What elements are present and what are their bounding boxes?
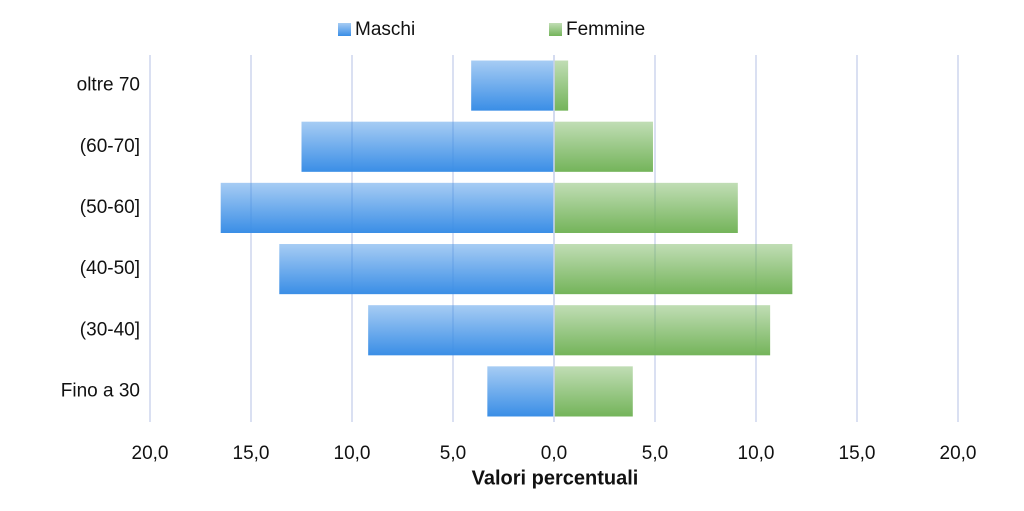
bar: [220, 182, 554, 233]
x-tick-label: 5,0: [642, 443, 668, 464]
x-tick-label: 15,0: [233, 443, 270, 464]
y-tick-label: (30-40]: [80, 319, 140, 340]
legend-label: Femmine: [566, 19, 645, 40]
bar: [368, 305, 554, 356]
bar: [554, 305, 771, 356]
x-tick-label: 20,0: [132, 443, 169, 464]
x-tick-label: 15,0: [839, 443, 876, 464]
legend-swatch: [338, 23, 351, 36]
x-tick-label: 5,0: [440, 443, 466, 464]
x-tick-label: 20,0: [940, 443, 977, 464]
bar: [301, 121, 554, 172]
bar: [554, 60, 569, 111]
x-tick-label: 10,0: [334, 443, 371, 464]
bar: [554, 121, 653, 172]
y-tick-label: (60-70]: [80, 136, 140, 157]
x-tick-label: 10,0: [738, 443, 775, 464]
bar: [554, 182, 738, 233]
y-tick-label: Fino a 30: [61, 380, 140, 401]
legend-label: Maschi: [355, 19, 415, 40]
bar: [554, 366, 633, 417]
x-tick-label: 0,0: [541, 443, 567, 464]
bar: [487, 366, 554, 417]
y-tick-label: (50-60]: [80, 197, 140, 218]
legend-swatch: [549, 23, 562, 36]
y-tick-label: (40-50]: [80, 258, 140, 279]
bar: [554, 244, 793, 295]
bar: [279, 244, 554, 295]
x-axis-title: Valori percentuali: [472, 467, 639, 489]
bar: [471, 60, 554, 111]
y-tick-label: oltre 70: [77, 75, 140, 96]
